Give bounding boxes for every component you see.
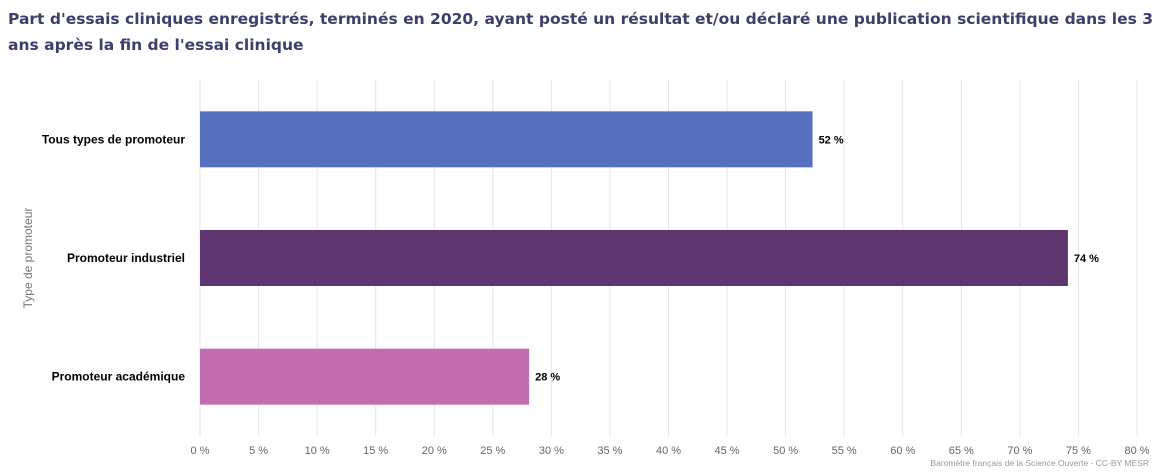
x-tick-label: 75 % [1066,445,1091,457]
credits: Baromètre français de la Science Ouverte… [930,458,1149,468]
x-tick-label: 80 % [1124,445,1149,457]
x-tick-label: 10 % [305,445,330,457]
category-labels: Tous types de promoteur Promoteur industr… [42,132,185,383]
x-tick-label: 35 % [597,445,622,457]
data-label: 28 % [535,372,560,384]
x-tick-label: 55 % [832,445,857,457]
x-tick-label: 65 % [949,445,974,457]
x-tick-label: 0 % [191,445,210,457]
bar[interactable] [200,348,530,405]
bars [200,111,1068,405]
x-tick-label: 40 % [656,445,681,457]
data-label: 74 % [1074,253,1099,265]
chart-title: Part d'essais cliniques enregistrés, ter… [8,10,1154,54]
category-label: Tous types de promoteur [42,132,185,146]
bar[interactable] [200,111,813,168]
category-label: Promoteur industriel [67,251,185,265]
category-label: Promoteur académique [52,370,186,384]
x-tick-label: 15 % [363,445,388,457]
x-tick-label: 30 % [539,445,564,457]
data-label: 52 % [819,134,844,146]
x-tick-label: 45 % [715,445,740,457]
value-labels: 52 % 74 % 28 % [535,134,1099,383]
y-axis-label: Type de promoteur [21,208,35,309]
bar[interactable] [200,230,1068,286]
x-axis-ticks: 0 % 5 % 10 % 15 % 20 % 25 % 30 % 35 % 40 % 45 % 50… [191,445,1150,457]
x-tick-label: 20 % [422,445,447,457]
x-tick-label: 70 % [1007,445,1032,457]
x-tick-label: 25 % [480,445,505,457]
x-tick-label: 60 % [890,445,915,457]
x-tick-label: 50 % [773,445,798,457]
x-tick-label: 5 % [249,445,268,457]
